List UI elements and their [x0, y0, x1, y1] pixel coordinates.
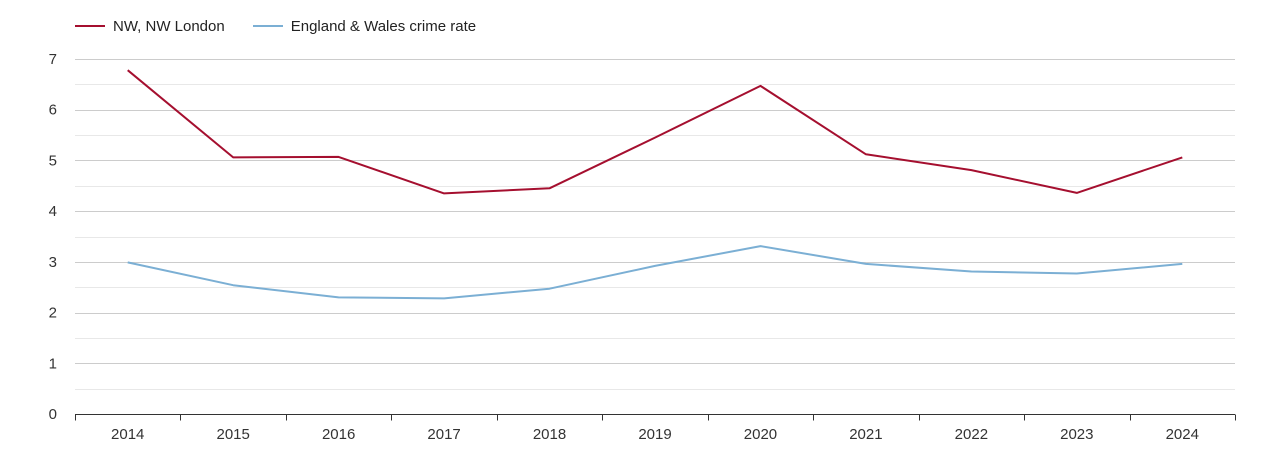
y-tick-label: 7 — [49, 51, 57, 68]
y-tick-label: 6 — [49, 102, 57, 119]
series-line-nw-nw-london[interactable] — [127, 69, 1183, 195]
x-tick-label: 2014 — [111, 426, 144, 443]
x-tick-label: 2023 — [1060, 426, 1093, 443]
x-tick-label: 2022 — [955, 426, 988, 443]
series-line-england-wales-crime-rate[interactable] — [127, 245, 1183, 300]
y-tick-label: 0 — [49, 406, 57, 423]
legend-label-nw-london: NW, NW London — [113, 17, 225, 35]
x-tick-label: 2017 — [427, 426, 460, 443]
y-tick-label: 4 — [49, 203, 57, 220]
x-tick-label: 2019 — [638, 426, 671, 443]
x-tick-label: 2024 — [1166, 426, 1199, 443]
legend-label-england-wales: England & Wales crime rate — [290, 17, 477, 35]
y-axis-ticks: 0 1 2 3 4 5 6 7 — [49, 51, 57, 423]
y-tick-label: 1 — [49, 355, 57, 372]
x-tick-label: 2021 — [849, 426, 882, 443]
y-tick-label: 3 — [49, 254, 57, 271]
legend-item-nw-london[interactable]: NW, NW London — [75, 18, 225, 35]
y-tick-label: 5 — [49, 152, 57, 169]
chart-legend: NW, NW London England & Wales crime rate — [75, 16, 504, 36]
legend-swatch-nw-london — [75, 25, 105, 27]
x-tick-label: 2020 — [744, 426, 777, 443]
x-axis-ticks: 2014 2015 2016 2017 2018 2019 2020 2021 2022 2023… — [75, 414, 1236, 443]
y-tick-label: 2 — [49, 305, 57, 322]
grid-lines — [75, 59, 1235, 390]
series-lines — [127, 69, 1183, 300]
x-tick-label: 2016 — [322, 426, 355, 443]
x-tick-label: 2015 — [216, 426, 249, 443]
x-tick-label: 2018 — [533, 426, 566, 443]
legend-item-england-wales[interactable]: England & Wales crime rate — [252, 17, 477, 35]
legend-swatch-england-wales — [252, 25, 283, 27]
